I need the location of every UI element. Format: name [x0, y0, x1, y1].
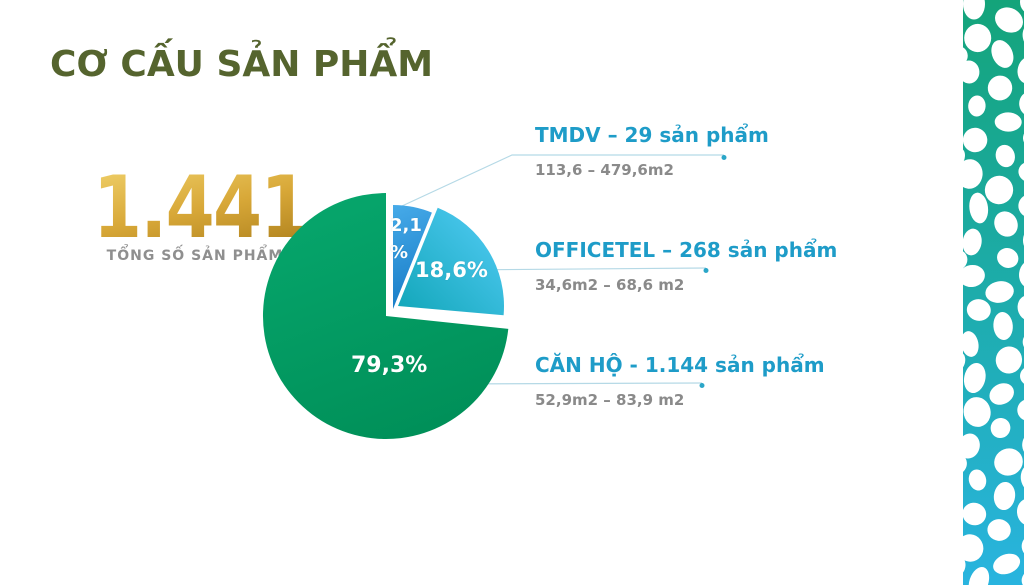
leader-dot-canho — [699, 383, 705, 388]
leader-dot-officetel — [703, 268, 709, 273]
callout-canho: CĂN HỘ - 1.144 sản phẩm 52,9m2 – 83,9 m2 — [535, 353, 825, 409]
slice-percent-officetel: 18,6% — [415, 258, 488, 282]
total-products-label: TỔNG SỐ SẢN PHẨM — [106, 248, 284, 264]
leader-line-canho — [449, 382, 703, 385]
callout-tmdv-heading: TMDV – 29 sản phẩm — [535, 123, 769, 147]
callout-officetel-heading: OFFICETEL – 268 sản phẩm — [535, 238, 838, 262]
callout-canho-heading: CĂN HỘ - 1.144 sản phẩm — [535, 353, 825, 377]
pie-slice-canho — [262, 193, 509, 439]
slice-percent-tmdv: 2,1 % — [390, 215, 422, 263]
total-products-value: 1.441 — [93, 158, 310, 258]
decorative-pattern — [958, 0, 1024, 585]
callout-tmdv: TMDV – 29 sản phẩm 113,6 – 479,6m2 — [535, 123, 769, 179]
page-title: CƠ CẤU SẢN PHẨM — [50, 44, 434, 85]
pie-slice-officetel — [398, 207, 505, 316]
pie-slice-tmdv — [393, 205, 432, 309]
callout-tmdv-area: 113,6 – 479,6m2 — [535, 161, 674, 179]
leader-dot-tmdv — [721, 155, 727, 160]
callout-officetel: OFFICETEL – 268 sản phẩm 34,6m2 – 68,6 m… — [535, 238, 837, 294]
slice-percent-canho: 79,3% — [351, 353, 428, 378]
callout-officetel-area: 34,6m2 – 68,6 m2 — [535, 276, 685, 294]
leader-line-tmdv — [401, 154, 724, 207]
callout-canho-area: 52,9m2 – 83,9 m2 — [535, 391, 685, 409]
